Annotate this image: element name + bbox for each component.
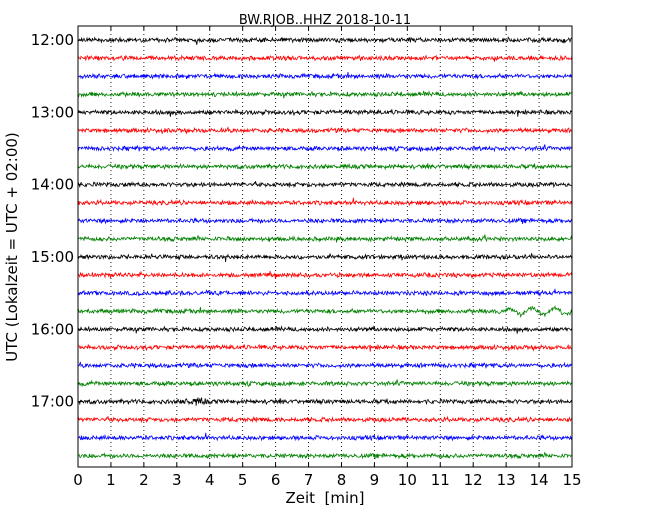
x-axis-label: Zeit [min] xyxy=(285,489,364,507)
trace-line xyxy=(77,304,573,319)
x-tick-label: 12 xyxy=(464,471,483,489)
trace-line xyxy=(77,415,572,424)
x-tick-label: 1 xyxy=(106,471,116,489)
x-tick-label: 13 xyxy=(497,471,516,489)
y-tick-label: 14:00 xyxy=(31,176,74,194)
x-axis-ticks: 0 1 2 3 4 5 6 7 8 9 10 11 12 13 14 15 xyxy=(73,26,582,489)
x-tick-label: 6 xyxy=(271,471,281,489)
y-tick-label: 15:00 xyxy=(31,248,74,266)
x-tick-label: 9 xyxy=(370,471,380,489)
x-tick-label: 7 xyxy=(304,471,314,489)
trace-line xyxy=(77,217,573,225)
trace-line xyxy=(77,452,573,460)
plot-frame xyxy=(77,25,573,468)
x-tick-label: 14 xyxy=(530,471,549,489)
x-tick-label: 8 xyxy=(337,471,347,489)
y-axis-label: UTC (Lokalzeit = UTC + 02:00) xyxy=(3,132,21,362)
trace-line xyxy=(77,108,573,117)
trace-line xyxy=(77,234,573,243)
trace-line xyxy=(77,432,573,442)
trace-line xyxy=(77,54,573,62)
trace-line xyxy=(77,126,573,135)
y-tick-label: 17:00 xyxy=(31,393,74,411)
trace-line xyxy=(77,288,573,298)
trace-group xyxy=(77,36,573,460)
trace-line xyxy=(77,253,573,262)
trace-line xyxy=(77,270,573,279)
trace-line xyxy=(77,36,572,45)
x-tick-label: 15 xyxy=(562,471,581,489)
trace-line xyxy=(77,343,572,352)
trace-line xyxy=(77,379,573,388)
trace-line xyxy=(77,325,573,334)
x-tick-label: 3 xyxy=(172,471,182,489)
x-tick-label: 0 xyxy=(73,471,83,489)
trace-line xyxy=(77,162,572,171)
x-tick-label: 4 xyxy=(205,471,215,489)
y-tick-label: 16:00 xyxy=(31,320,74,338)
x-tick-label: 10 xyxy=(398,471,417,489)
chart-title: BW.RJOB..HHZ 2018-10-11 xyxy=(239,13,411,28)
trace-line xyxy=(77,397,573,406)
grid-lines xyxy=(110,26,540,467)
y-tick-label: 12:00 xyxy=(31,31,74,49)
trace-line xyxy=(77,197,573,207)
x-tick-label: 11 xyxy=(431,471,450,489)
trace-line xyxy=(77,71,572,81)
trace-line xyxy=(77,90,573,99)
x-tick-label: 5 xyxy=(238,471,248,489)
y-axis-ticks: 12:00 13:00 14:00 15:00 16:00 17:00 xyxy=(31,31,82,411)
trace-line xyxy=(77,144,573,153)
trace-line xyxy=(77,180,573,189)
y-tick-label: 13:00 xyxy=(31,103,74,121)
x-tick-label: 2 xyxy=(139,471,149,489)
trace-line xyxy=(77,361,573,370)
